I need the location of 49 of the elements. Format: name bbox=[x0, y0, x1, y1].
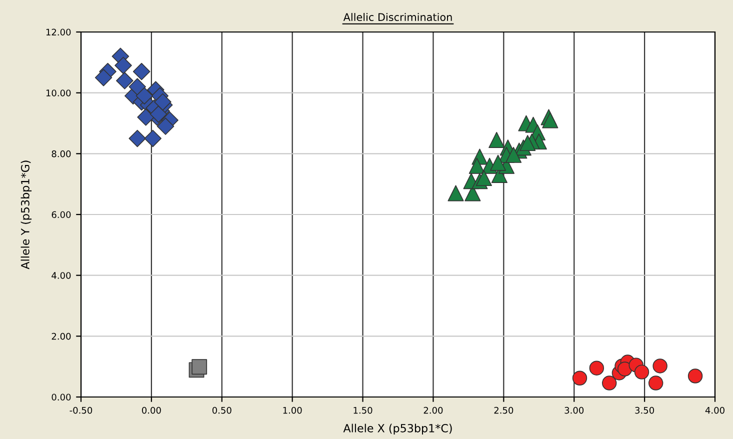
y-tick-label: 4.00 bbox=[52, 272, 71, 279]
x-tick-label: -0.50 bbox=[70, 406, 92, 414]
point bbox=[652, 358, 668, 374]
point bbox=[468, 158, 485, 174]
point bbox=[617, 362, 632, 376]
point bbox=[128, 78, 146, 96]
point bbox=[634, 364, 650, 380]
point bbox=[688, 368, 703, 384]
point bbox=[572, 370, 588, 386]
y-tick-label: 2.00 bbox=[52, 332, 71, 340]
point bbox=[150, 105, 168, 123]
point bbox=[156, 118, 174, 135]
y-axis-title: Allele Y (p53bp1*G) bbox=[20, 160, 32, 270]
point bbox=[116, 72, 134, 90]
point bbox=[448, 185, 464, 202]
x-tick-label: 3.50 bbox=[635, 406, 654, 414]
y-tick-label: 0.00 bbox=[52, 394, 71, 401]
point bbox=[136, 87, 154, 105]
point bbox=[476, 170, 492, 186]
point bbox=[520, 134, 536, 152]
x-axis-title: Allele X (p53bp1*C) bbox=[343, 424, 452, 435]
point bbox=[542, 112, 558, 128]
point bbox=[132, 62, 150, 80]
point bbox=[144, 130, 162, 148]
point bbox=[137, 108, 154, 126]
x-tick-label: 0.50 bbox=[212, 406, 232, 414]
point bbox=[114, 56, 132, 74]
x-tick-label: 2.00 bbox=[424, 406, 443, 414]
point bbox=[490, 154, 506, 171]
point bbox=[128, 130, 146, 148]
point bbox=[488, 132, 505, 148]
x-tick-label: 2.50 bbox=[494, 406, 514, 414]
chart-title: Allelic Discrimination bbox=[343, 12, 452, 22]
point bbox=[506, 146, 522, 163]
x-tick-label: 1.00 bbox=[283, 406, 302, 414]
y-tick-label: 12.00 bbox=[46, 28, 71, 36]
point bbox=[192, 359, 208, 375]
point bbox=[648, 376, 664, 390]
point bbox=[589, 360, 604, 376]
x-tick-label: 3.00 bbox=[564, 406, 584, 414]
point bbox=[94, 68, 112, 86]
x-tick-label: 1.50 bbox=[354, 406, 372, 414]
point bbox=[154, 93, 172, 111]
y-tick-label: 10.00 bbox=[46, 90, 71, 96]
y-tick-label: 6.00 bbox=[52, 211, 71, 218]
x-tick-label: 0.00 bbox=[142, 406, 161, 414]
y-tick-label: 8.00 bbox=[52, 150, 71, 158]
x-tick-label: 4.00 bbox=[705, 406, 724, 414]
point bbox=[602, 376, 617, 390]
